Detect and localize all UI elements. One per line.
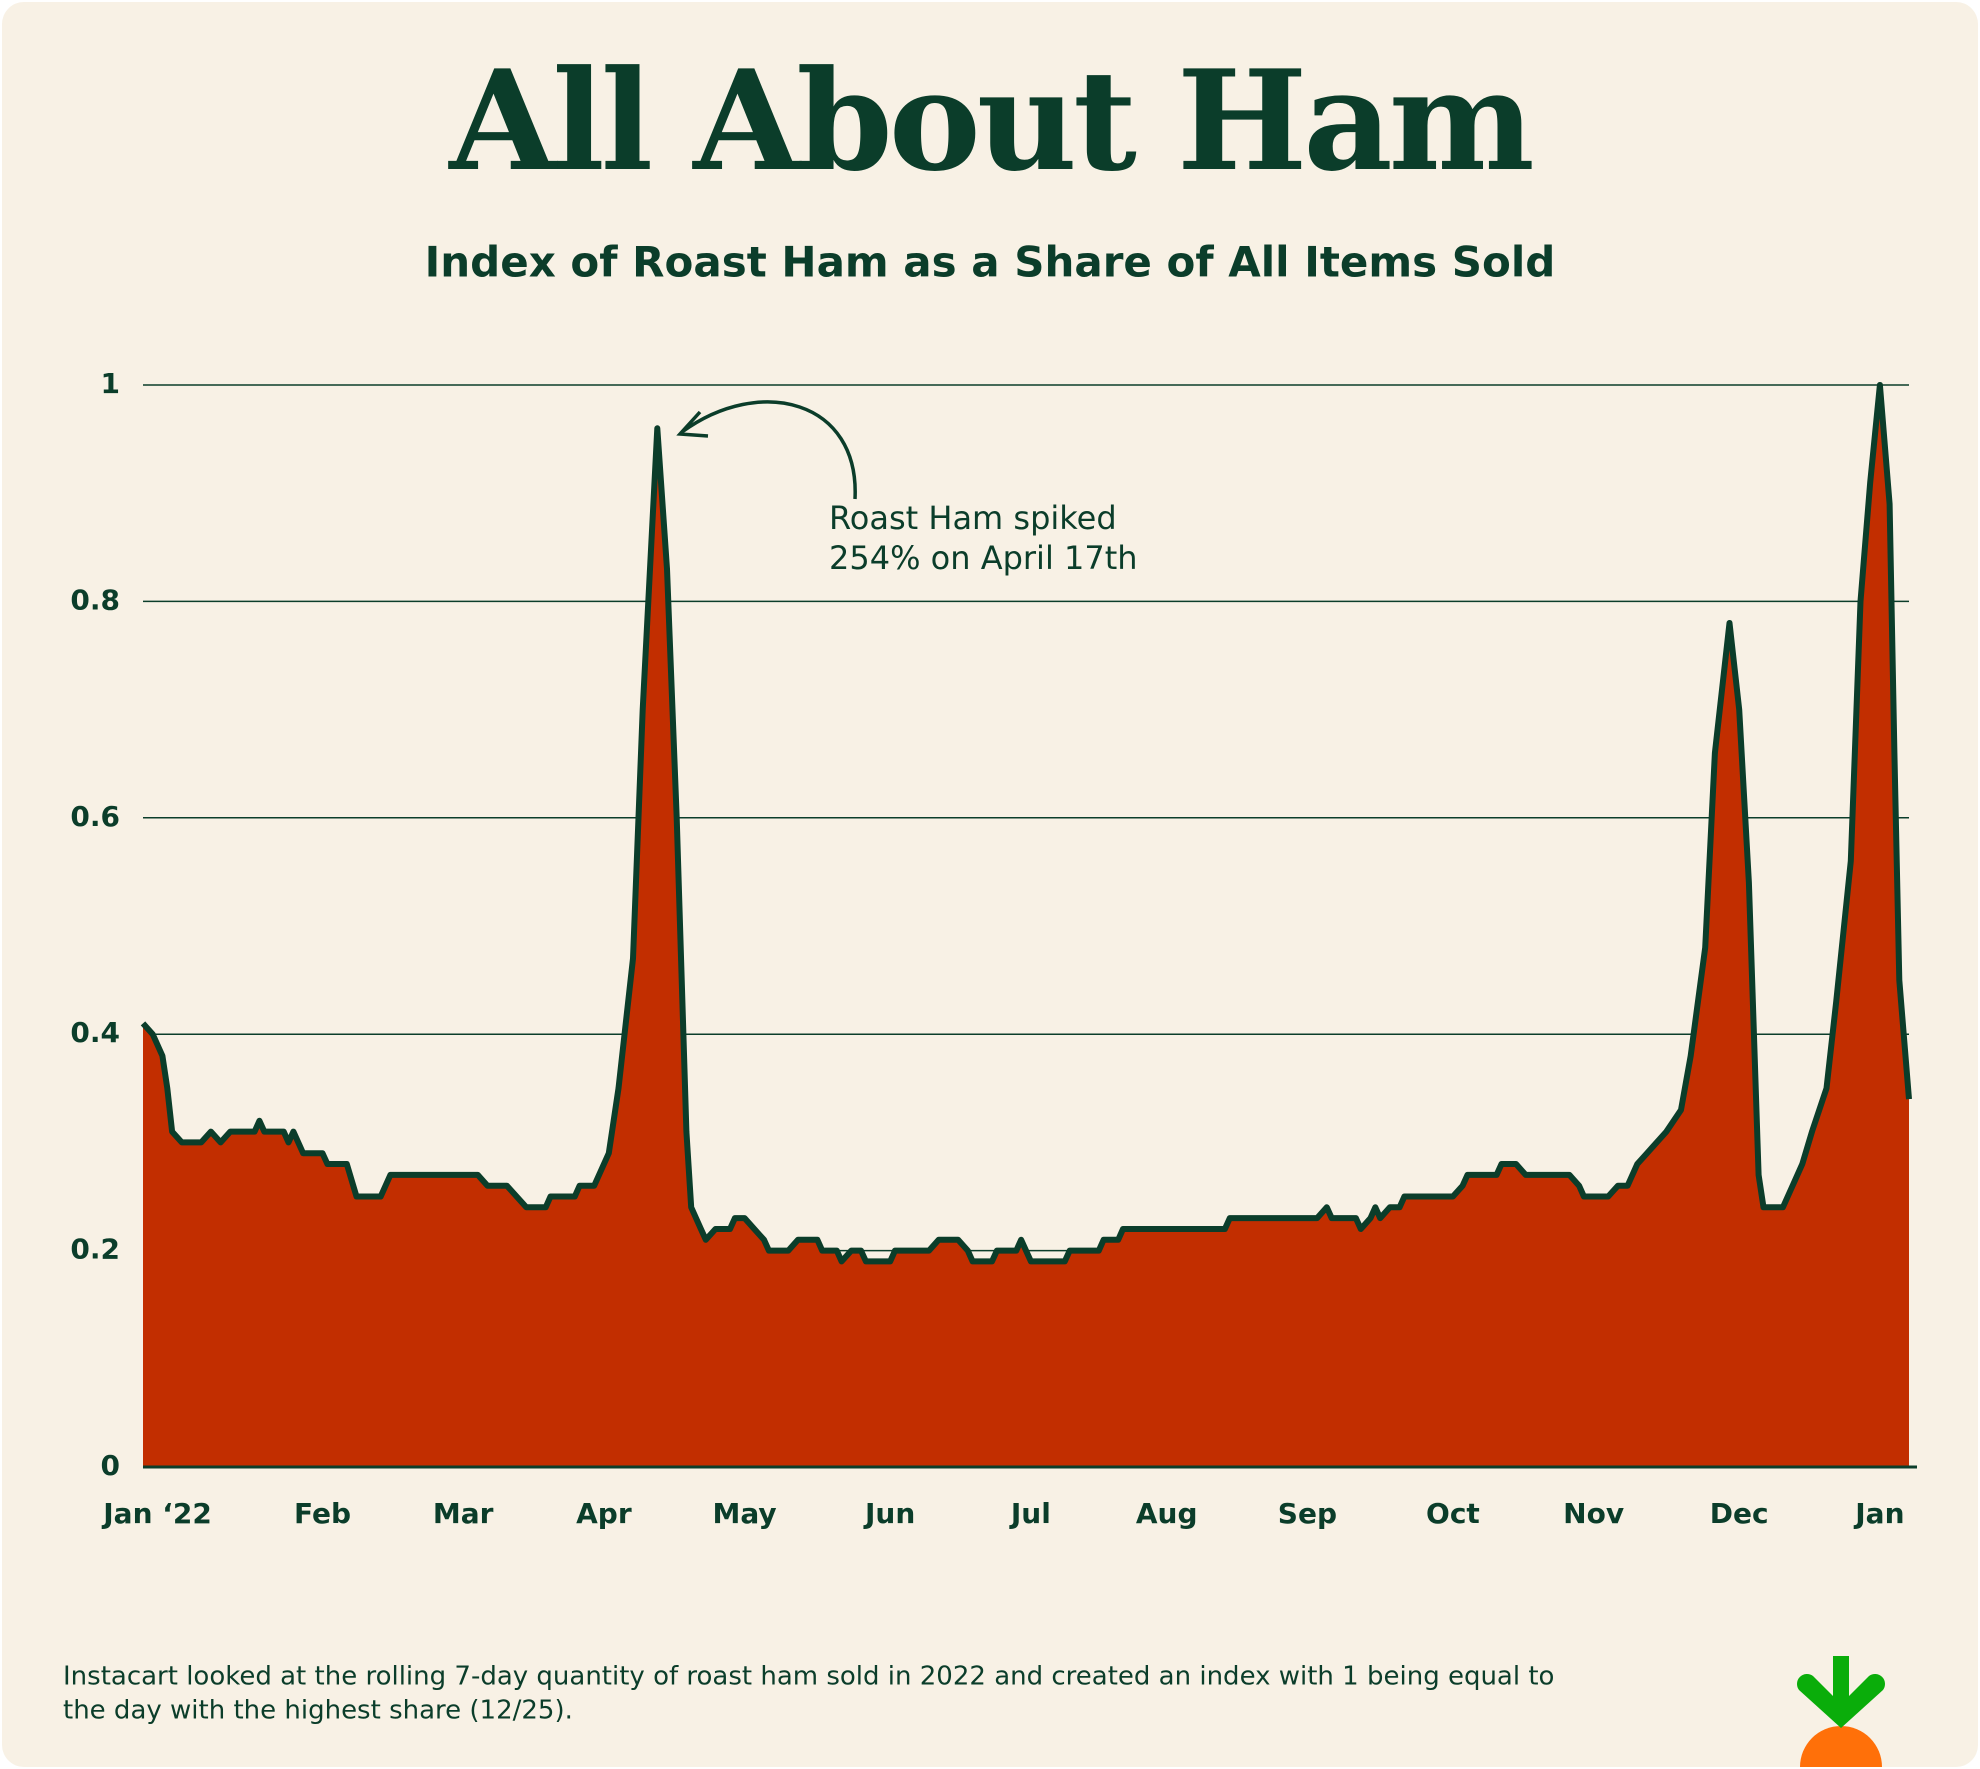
annotation-arrow xyxy=(680,400,857,500)
chart-subtitle: Index of Roast Ham as a Share of All Ite… xyxy=(425,238,1556,287)
plot: 0 0.2 0.4 0.6 0.8 1 Jan ‘22 Feb Mar Apr May Jun Jul A… xyxy=(70,367,1917,1530)
x-tick-label: Aug xyxy=(1136,1497,1198,1530)
area xyxy=(143,385,1909,1467)
logo-carrot xyxy=(1800,1726,1882,1767)
x-tick-label: Sep xyxy=(1278,1497,1337,1530)
y-tick-label: 0.2 xyxy=(70,1233,120,1266)
annotation-arrowhead xyxy=(676,410,709,438)
annotation: Roast Ham spiked xyxy=(829,499,1117,537)
annotation: 254% on April 17th xyxy=(829,539,1138,577)
x-tick-label: Jan ‘22 xyxy=(101,1497,212,1530)
y-tick-label: 0 xyxy=(101,1449,120,1482)
chart-title: All About Ham xyxy=(447,39,1531,202)
logo xyxy=(1797,1656,1885,1767)
y-tick-label: 1 xyxy=(101,367,120,400)
footnote: the day with the highest share (12/25). xyxy=(63,1696,573,1726)
x-tick-label: Jan xyxy=(1853,1497,1904,1530)
y-tick-label: 0.8 xyxy=(70,583,120,616)
x-tick-label: Apr xyxy=(576,1497,632,1530)
x-tick-label: Nov xyxy=(1563,1497,1624,1530)
logo-leaf xyxy=(1797,1656,1885,1728)
x-tick-label: Mar xyxy=(433,1497,494,1530)
y-tick-label: 0.4 xyxy=(70,1016,120,1049)
line xyxy=(140,382,1912,1265)
x-tick-label: Oct xyxy=(1426,1497,1480,1530)
x-tick-label: Feb xyxy=(294,1497,351,1530)
x-tick-label: Dec xyxy=(1710,1497,1769,1530)
x-tick-label: Jun xyxy=(863,1497,915,1530)
x-tick-label: Jul xyxy=(1009,1497,1051,1530)
footnote: Instacart looked at the rolling 7-day qu… xyxy=(63,1662,1554,1692)
x-tick-label: May xyxy=(713,1497,777,1530)
y-tick-label: 0.6 xyxy=(70,800,120,833)
